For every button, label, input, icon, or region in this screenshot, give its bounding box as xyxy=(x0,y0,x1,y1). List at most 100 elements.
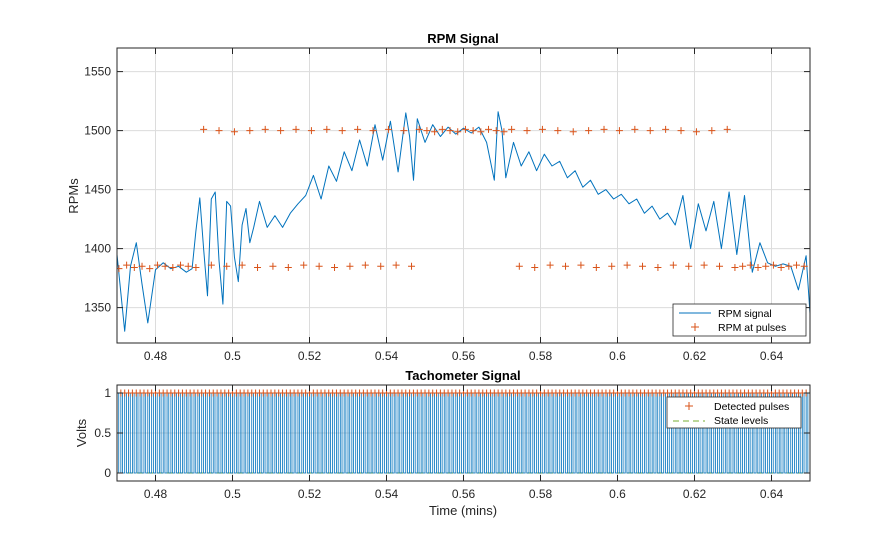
rpm-pulse-marker xyxy=(300,261,308,269)
rpm-pulse-marker xyxy=(254,263,262,271)
tachometer-x-axis-label: Time (mins) xyxy=(429,503,497,518)
rpm-pulse-marker xyxy=(438,125,446,133)
rpm-pulse-marker xyxy=(639,262,647,270)
rpm-pulse-marker xyxy=(177,261,185,269)
tachometer-y-axis-label: Volts xyxy=(74,418,89,447)
tach-xtick-label: 0.62 xyxy=(683,487,707,501)
rpm-pulse-marker xyxy=(338,127,346,135)
rpm-pulse-marker xyxy=(785,262,793,270)
rpm-pulse-marker xyxy=(654,263,662,271)
rpm-pulse-marker xyxy=(523,127,531,135)
rpm-pulse-marker xyxy=(723,125,731,133)
rpm-pulse-marker xyxy=(677,127,685,135)
rpm-pulse-marker xyxy=(793,261,801,269)
rpm-pulse-marker xyxy=(769,261,777,269)
rpm-xtick-label: 0.48 xyxy=(144,349,168,363)
rpm-pulse-marker xyxy=(153,261,161,269)
rpm-pulse-marker xyxy=(261,125,269,133)
rpm-pulse-marker xyxy=(461,125,469,133)
tach-ytick-label: 0.5 xyxy=(94,426,111,440)
rpm-pulse-marker xyxy=(515,262,523,270)
rpm-pulse-marker xyxy=(292,125,300,133)
rpm-pulse-marker xyxy=(215,127,223,135)
rpm-chart-title: RPM Signal xyxy=(427,31,499,46)
rpm-pulse-marker xyxy=(200,125,208,133)
rpm-ytick-label: 1350 xyxy=(84,301,111,315)
rpm-pulse-marker xyxy=(130,263,138,271)
rpm-xtick-label: 0.64 xyxy=(760,349,784,363)
legend-state-levels-label: State levels xyxy=(714,415,768,427)
rpm-pulse-marker xyxy=(307,127,315,135)
tach-xtick-label: 0.58 xyxy=(529,487,553,501)
rpm-pulse-marker xyxy=(485,125,493,133)
rpm-ytick-label: 1500 xyxy=(84,124,111,138)
rpm-pulse-marker xyxy=(577,261,585,269)
rpm-pulse-marker xyxy=(138,262,146,270)
rpm-pulse-marker xyxy=(623,261,631,269)
rpm-xtick-label: 0.56 xyxy=(452,349,476,363)
rpm-pulse-marker xyxy=(762,262,770,270)
rpm-pulse-marker xyxy=(384,125,392,133)
rpm-pulse-marker xyxy=(546,261,554,269)
rpm-pulse-marker xyxy=(223,262,231,270)
legend-rpm-pulses-swatch xyxy=(691,323,699,331)
rpm-pulse-marker xyxy=(207,261,215,269)
rpm-pulse-marker xyxy=(477,128,485,136)
rpm-pulse-marker xyxy=(238,261,246,269)
rpm-pulse-marker xyxy=(600,125,608,133)
tachometer-ticks: 0.48 0.5 0.52 0.54 0.56 0.58 0.6 0.62 0.64 0 0.5 1 xyxy=(94,385,810,501)
rpm-pulse-marker xyxy=(117,265,123,273)
tach-ytick-label: 0 xyxy=(104,466,111,480)
tach-xtick-label: 0.5 xyxy=(224,487,241,501)
rpm-pulse-marker xyxy=(538,125,546,133)
rpm-pulse-marker xyxy=(323,125,331,133)
rpm-xtick-label: 0.5 xyxy=(224,349,241,363)
rpm-pulse-marker xyxy=(192,263,200,271)
legend-rpm-pulses-label: RPM at pulses xyxy=(718,322,786,334)
rpm-pulse-marker xyxy=(669,261,677,269)
rpm-pulse-marker xyxy=(700,261,708,269)
rpm-marks xyxy=(117,111,810,332)
rpm-ytick-label: 1450 xyxy=(84,183,111,197)
rpm-pulse-marker xyxy=(585,127,593,135)
rpm-pulse-marker xyxy=(315,262,323,270)
rpm-pulse-marker xyxy=(685,262,693,270)
rpm-pulse-marker xyxy=(800,262,808,270)
rpm-pulse-marker xyxy=(531,263,539,271)
rpm-pulse-marker xyxy=(184,262,192,270)
rpm-pulse-marker xyxy=(392,261,400,269)
rpm-pulse-marker xyxy=(331,263,339,271)
rpm-pulse-marker xyxy=(169,263,177,271)
tachometer-chart-title: Tachometer Signal xyxy=(405,368,520,383)
rpm-pulse-marker xyxy=(739,262,747,270)
rpm-grid xyxy=(117,48,810,343)
rpm-pulse-marker xyxy=(230,128,238,136)
rpm-pulse-marker xyxy=(400,127,408,135)
rpm-pulse-marker xyxy=(608,262,616,270)
rpm-pulse-marker xyxy=(354,125,362,133)
rpm-pulse-marker xyxy=(569,128,577,136)
rpm-pulse-marker xyxy=(346,262,354,270)
tach-xtick-label: 0.56 xyxy=(452,487,476,501)
rpm-pulse-marker xyxy=(361,261,369,269)
rpm-pulse-marker xyxy=(492,127,500,135)
rpm-pulse-marker xyxy=(423,127,431,135)
rpm-pulse-marker xyxy=(716,262,724,270)
rpm-pulse-marker xyxy=(746,261,754,269)
rpm-pulse-marker xyxy=(146,265,154,273)
rpm-pulse-marker xyxy=(508,125,516,133)
rpm-pulse-marker xyxy=(284,263,292,271)
rpm-pulse-marker xyxy=(562,262,570,270)
tach-xtick-label: 0.6 xyxy=(609,487,626,501)
rpm-pulse-marker xyxy=(246,127,254,135)
rpm-signal-line xyxy=(117,111,810,332)
rpm-pulse-marker xyxy=(646,127,654,135)
tachometer-legend: Detected pulses State levels xyxy=(666,396,802,429)
tach-ytick-label: 1 xyxy=(104,386,111,400)
rpm-pulse-marker xyxy=(161,262,169,270)
rpm-xtick-label: 0.58 xyxy=(529,349,553,363)
rpm-pulse-marker xyxy=(123,261,131,269)
rpm-pulse-marker xyxy=(662,125,670,133)
rpm-pulse-marker xyxy=(631,125,639,133)
